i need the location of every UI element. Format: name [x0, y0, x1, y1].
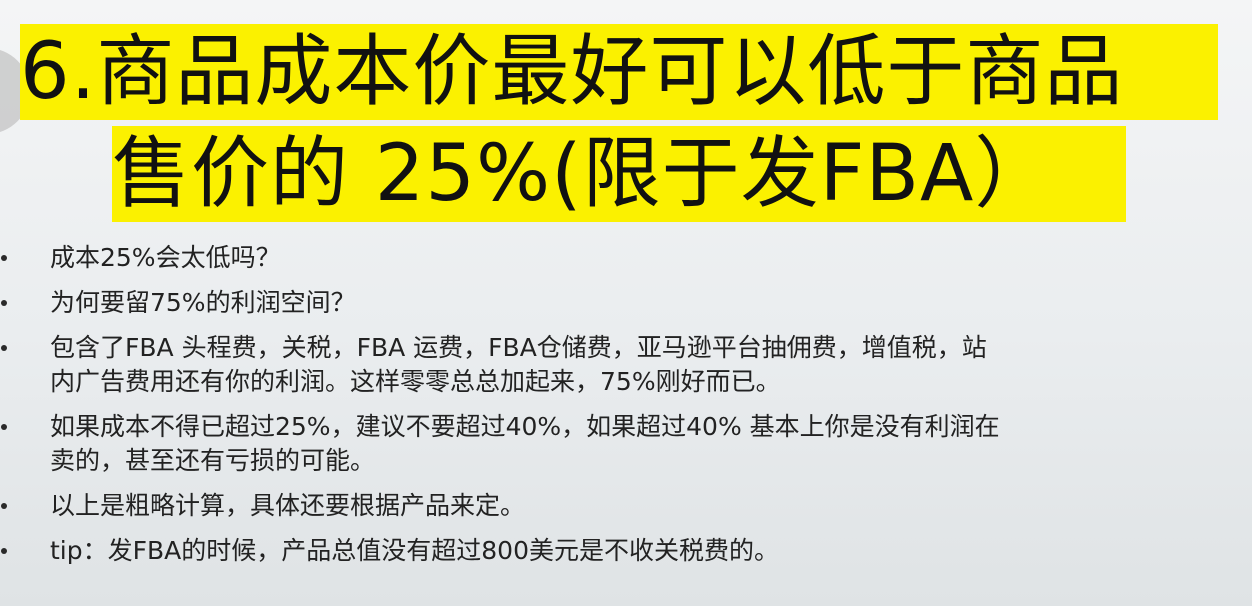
bullet-item-5: 以上是粗略计算，具体还要根据产品来定。 [0, 489, 1252, 523]
bullet-text: 成本25%会太低吗？ [50, 243, 281, 272]
bullet-item-3: 包含了FBA 头程费，关税，FBA 运费，FBA仓储费，亚马逊平台抽佣费，增值税… [0, 331, 1252, 399]
bullet-text: 以上是粗略计算，具体还要根据产品来定。 [50, 491, 526, 520]
bullet-text-line-2: 内广告费用还有你的利润。这样零零总总加起来，75%刚好而已。 [50, 367, 781, 396]
slide-title-line-2: 售价的 25%(限于发FBA） [112, 126, 1126, 222]
bullet-item-4: 如果成本不得已超过25%，建议不要超过40%，如果超过40% 基本上你是没有利润… [0, 410, 1252, 478]
bullet-item-2: 为何要留75%的利润空间？ [0, 286, 1252, 320]
bullet-text-line-1: 包含了FBA 头程费，关税，FBA 运费，FBA仓储费，亚马逊平台抽佣费，增值税… [50, 333, 987, 362]
bullet-dot [1, 345, 7, 351]
slide-title-line-1: 6.商品成本价最好可以低于商品 [20, 24, 1218, 120]
bullet-dot [1, 424, 7, 430]
bullet-dot [1, 503, 7, 509]
bullet-item-6: tip：发FBA的时候，产品总值没有超过800美元是不收关税费的。 [0, 534, 1252, 568]
bullet-text: tip：发FBA的时候，产品总值没有超过800美元是不收关税费的。 [50, 536, 779, 565]
bullet-text-line-2: 卖的，甚至还有亏损的可能。 [50, 446, 376, 475]
bullet-dot [1, 300, 7, 306]
bullet-list: 成本25%会太低吗？ 为何要留75%的利润空间？ 包含了FBA 头程费，关税，F… [0, 241, 1252, 568]
bullet-dot [1, 255, 7, 261]
bullet-text: 为何要留75%的利润空间？ [50, 288, 356, 317]
bullet-dot [1, 548, 7, 554]
bullet-text-line-1: 如果成本不得已超过25%，建议不要超过40%，如果超过40% 基本上你是没有利润… [50, 412, 1000, 441]
bullet-item-1: 成本25%会太低吗？ [0, 241, 1252, 275]
